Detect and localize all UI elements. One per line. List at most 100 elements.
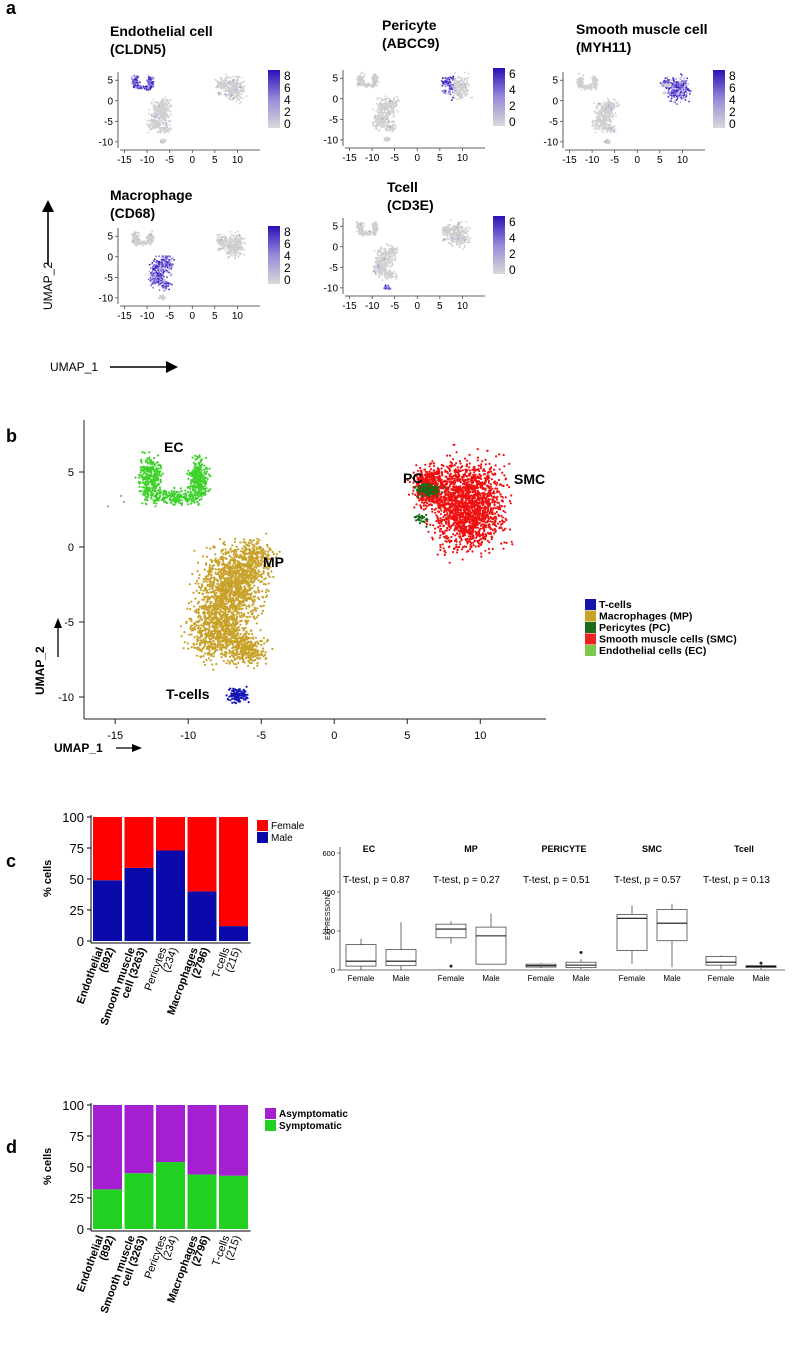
cell-point (148, 124, 150, 126)
cell-point (171, 256, 174, 259)
cell-point (601, 120, 604, 123)
cell-point (605, 113, 607, 115)
cell-point (603, 101, 605, 104)
cell-point (169, 283, 172, 286)
cell-point (602, 131, 605, 134)
cell-point (459, 245, 462, 248)
cell-point (461, 230, 464, 233)
cell-point (362, 229, 365, 232)
cell-point (159, 116, 162, 118)
cell-point (228, 76, 230, 79)
cell-point (137, 76, 140, 78)
cell-point (466, 241, 469, 244)
cell-point (383, 107, 385, 110)
cell-point (131, 241, 134, 244)
cell-point (234, 257, 236, 260)
cell-point (612, 98, 615, 101)
cell-point (168, 265, 171, 268)
cell-point (614, 99, 617, 101)
cell-point (679, 91, 682, 93)
cell-point (227, 256, 230, 259)
cell-point (160, 297, 163, 299)
cell-point (575, 81, 578, 83)
cell-point (240, 88, 242, 91)
cell-point (605, 110, 608, 113)
cell-point (223, 80, 225, 82)
cell-point (685, 92, 688, 95)
cell-point (225, 73, 228, 76)
cell-point (356, 221, 358, 224)
colorbar-tick-label: 2 (509, 99, 516, 113)
cell-point (360, 79, 362, 82)
cell-point (376, 125, 379, 128)
cell-point (664, 81, 667, 83)
cell-point (243, 253, 245, 256)
cell-point (447, 78, 449, 81)
cell-point (685, 86, 688, 89)
cell-point (134, 234, 136, 237)
cell-point (613, 107, 616, 110)
cell-point (447, 90, 450, 93)
cell-point (375, 109, 378, 112)
cell-point (598, 110, 601, 113)
cell-point (134, 81, 137, 84)
cell-point (236, 94, 239, 96)
cell-point (374, 73, 376, 76)
colorbar-tick-label: 0 (729, 117, 736, 131)
cell-point (358, 81, 361, 84)
cell-point (376, 76, 379, 79)
plot-title-gene: (CD3E) (387, 197, 434, 213)
x-tick-label: 10 (677, 155, 689, 166)
cell-point (603, 113, 606, 116)
cell-point (234, 232, 237, 234)
cell-point (596, 108, 598, 111)
cell-point (242, 81, 244, 84)
cell-point (244, 237, 246, 240)
cell-point (165, 122, 168, 125)
cell-point (140, 243, 143, 245)
cell-point (384, 136, 387, 139)
cell-point (235, 92, 238, 95)
cell-point (219, 241, 222, 244)
cell-point (237, 79, 240, 81)
cell-point (169, 110, 172, 113)
y-tick-label: -5 (104, 117, 113, 128)
cell-point (593, 102, 595, 104)
cell-point (679, 101, 682, 104)
cell-point (670, 100, 672, 102)
cell-point (238, 93, 241, 95)
cell-point (357, 226, 360, 229)
cell-point (152, 236, 155, 239)
cell-point (467, 239, 469, 242)
cell-point (222, 90, 225, 92)
cell-point (376, 75, 378, 77)
cell-point (462, 96, 464, 99)
x-tick-label: -15 (562, 155, 577, 166)
cell-point (144, 241, 147, 244)
cell-point (380, 125, 383, 127)
cell-point (461, 94, 464, 97)
cell-point (581, 88, 583, 91)
cell-point (452, 84, 455, 86)
cell-point (229, 236, 232, 239)
cell-point (390, 104, 393, 107)
cell-point (662, 92, 665, 94)
cell-point (666, 77, 669, 79)
x-tick-label: 0 (189, 311, 195, 322)
cell-point (239, 235, 242, 238)
cell-point (231, 234, 234, 236)
cell-point (233, 254, 236, 257)
cell-point (449, 76, 452, 79)
cell-point (214, 79, 217, 81)
cell-point (368, 230, 371, 233)
cell-point (378, 114, 381, 117)
cell-point (153, 278, 156, 281)
cell-point (668, 87, 671, 90)
cell-point (165, 281, 167, 284)
cell-point (148, 263, 151, 266)
cell-point (361, 232, 363, 235)
cell-point (237, 76, 240, 79)
cell-point (372, 86, 375, 89)
cell-point (460, 76, 462, 79)
cell-point (218, 94, 221, 96)
